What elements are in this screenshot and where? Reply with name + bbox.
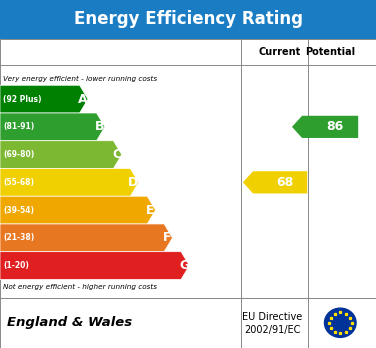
Text: (81-91): (81-91) (3, 122, 34, 132)
Text: E: E (146, 204, 155, 216)
Polygon shape (243, 171, 307, 193)
Text: A: A (78, 93, 88, 106)
Text: Very energy efficient - lower running costs: Very energy efficient - lower running co… (3, 76, 157, 82)
Polygon shape (0, 196, 156, 224)
Text: (21-38): (21-38) (3, 233, 34, 242)
Text: 86: 86 (326, 120, 343, 133)
Bar (0, 0, 376, 39)
Text: G: G (179, 259, 189, 272)
Text: England & Wales: England & Wales (7, 316, 132, 329)
Text: 2002/91/EC: 2002/91/EC (244, 325, 301, 335)
Text: (55-68): (55-68) (3, 178, 34, 187)
Text: Potential: Potential (305, 47, 355, 57)
Text: Energy Efficiency Rating: Energy Efficiency Rating (73, 10, 303, 29)
Text: (39-54): (39-54) (3, 206, 34, 215)
Polygon shape (0, 85, 88, 113)
Text: EU Directive: EU Directive (243, 311, 303, 322)
Text: (92 Plus): (92 Plus) (3, 95, 41, 104)
Text: Current: Current (259, 47, 301, 57)
Text: (69-80): (69-80) (3, 150, 34, 159)
Text: Not energy efficient - higher running costs: Not energy efficient - higher running co… (3, 284, 157, 290)
Circle shape (324, 308, 356, 338)
Bar (0, 39, 376, 298)
Polygon shape (0, 224, 173, 252)
Polygon shape (0, 252, 190, 279)
Text: B: B (95, 120, 104, 133)
Text: D: D (128, 176, 138, 189)
Polygon shape (292, 116, 358, 138)
Polygon shape (0, 113, 105, 141)
Text: F: F (163, 231, 171, 244)
Text: 68: 68 (276, 176, 293, 189)
Bar (0, 298, 376, 348)
Polygon shape (0, 141, 122, 168)
Text: (1-20): (1-20) (3, 261, 29, 270)
Text: C: C (112, 148, 121, 161)
Polygon shape (0, 168, 139, 196)
